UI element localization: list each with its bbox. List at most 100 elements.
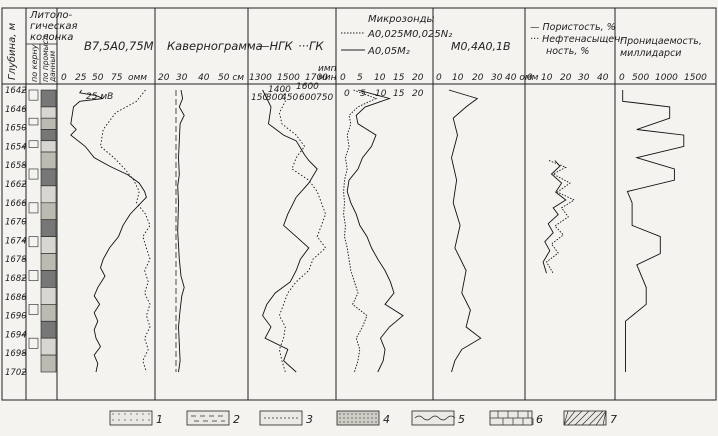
svg-text:300: 300 bbox=[266, 93, 283, 103]
svg-text:1700: 1700 bbox=[305, 73, 328, 83]
litho-layer bbox=[40, 168, 57, 187]
legend-swatch-4 bbox=[336, 410, 380, 426]
svg-text:15: 15 bbox=[393, 73, 405, 83]
svg-text:0: 0 bbox=[619, 73, 625, 83]
depth-label: 1646 bbox=[5, 105, 27, 115]
svg-text:40: 40 bbox=[198, 73, 210, 83]
svg-text:5: 5 bbox=[357, 73, 363, 83]
litho-layer bbox=[40, 320, 57, 339]
ngk-top-1600: 1600 bbox=[296, 82, 319, 92]
litho-layer bbox=[40, 185, 57, 204]
litho-layer bbox=[40, 140, 57, 153]
m04-curve bbox=[448, 89, 482, 373]
svg-text:1000: 1000 bbox=[655, 73, 678, 83]
ngk-header: —НГК bbox=[258, 39, 294, 53]
core-layer bbox=[28, 117, 39, 126]
m04-header: M0,4A0,1B bbox=[451, 40, 511, 53]
svg-text:0: 0 bbox=[340, 73, 346, 83]
perm-curve bbox=[622, 90, 685, 372]
litho-layer bbox=[40, 117, 57, 130]
depth-label: 1658 bbox=[5, 161, 27, 171]
litho-title-1: Литоло- bbox=[29, 10, 72, 21]
sheet-frame bbox=[1, 7, 717, 401]
core-layer bbox=[28, 168, 39, 180]
svg-text:20: 20 bbox=[412, 73, 424, 83]
litho-layer bbox=[40, 106, 57, 119]
svg-text:0: 0 bbox=[61, 73, 67, 83]
legend-label-2: 2 bbox=[233, 413, 240, 426]
svg-text:750: 750 bbox=[316, 93, 333, 103]
micro-b-header: A0,05M₂ bbox=[367, 46, 410, 57]
svg-text:40 омм: 40 омм bbox=[505, 73, 539, 83]
svg-text:0: 0 bbox=[436, 73, 442, 83]
column-separators bbox=[25, 8, 616, 400]
svg-text:10: 10 bbox=[541, 73, 553, 83]
svg-text:30: 30 bbox=[176, 73, 188, 83]
lithology-column bbox=[28, 89, 57, 373]
caliper-header: Кавернограмма bbox=[167, 39, 263, 53]
core-layer bbox=[28, 304, 39, 315]
litho-title-2: гическая bbox=[30, 21, 78, 32]
depth-label: 1698 bbox=[5, 349, 27, 359]
core-layer bbox=[28, 236, 39, 248]
legend-label-3: 3 bbox=[306, 413, 313, 426]
gk-curve bbox=[278, 89, 327, 373]
depth-label: 1694 bbox=[5, 330, 27, 340]
ngk-top-1400: 1400 bbox=[268, 85, 291, 95]
resist-header: B7,5A0,75M bbox=[84, 39, 154, 53]
legend-label-1: 1 bbox=[156, 413, 163, 426]
perm-scale: 0 500 1000 1500 bbox=[619, 73, 707, 83]
svg-text:150: 150 bbox=[251, 93, 268, 103]
svg-text:1500: 1500 bbox=[277, 73, 300, 83]
depth-label: 1678 bbox=[5, 255, 27, 265]
litho-layer bbox=[40, 337, 57, 356]
svg-text:30: 30 bbox=[491, 73, 503, 83]
micro_b-curve bbox=[346, 89, 404, 373]
depth-label: 1702 bbox=[5, 368, 27, 378]
svg-text:0: 0 bbox=[527, 73, 533, 83]
core-layer bbox=[28, 140, 39, 148]
resist-scale: 0 25 50 75 омм bbox=[61, 73, 147, 83]
micro-top-scale: 0 5 10 15 20 bbox=[344, 89, 424, 99]
legend-label-5: 5 bbox=[458, 413, 465, 426]
depth-label: 1674 bbox=[5, 236, 27, 246]
micro-header: Микрозонды bbox=[368, 14, 435, 25]
oilsat-curve bbox=[545, 160, 576, 274]
core-layer bbox=[28, 337, 39, 349]
oilsat-header-1: ··· Нефтенасыщен- bbox=[530, 34, 624, 45]
legend: 1 2 3 4 5 6 7 bbox=[109, 410, 617, 426]
svg-text:450: 450 bbox=[281, 93, 298, 103]
svg-text:1500: 1500 bbox=[684, 73, 707, 83]
litho-layer bbox=[40, 129, 57, 142]
core-layer bbox=[28, 202, 39, 214]
m04-scale: 0 10 20 30 40 омм bbox=[436, 73, 539, 83]
svg-text:10: 10 bbox=[452, 73, 464, 83]
svg-text:500: 500 bbox=[632, 73, 649, 83]
svg-text:25: 25 bbox=[75, 73, 87, 83]
depth-label: 1670 bbox=[5, 218, 27, 228]
resist_dot-curve bbox=[100, 89, 151, 373]
legend-swatch-2 bbox=[186, 410, 230, 426]
porosity-curve bbox=[542, 160, 567, 274]
svg-text:50 см: 50 см bbox=[218, 73, 244, 83]
svg-text:20: 20 bbox=[560, 73, 572, 83]
svg-text:мин: мин bbox=[318, 73, 337, 83]
litho-layer bbox=[40, 287, 57, 305]
litho-layer bbox=[40, 253, 57, 271]
svg-text:0: 0 bbox=[344, 89, 350, 99]
resist-curve bbox=[70, 89, 147, 373]
litho-layer bbox=[40, 202, 57, 221]
svg-text:1300: 1300 bbox=[249, 73, 272, 83]
caliper-curve bbox=[177, 89, 185, 373]
depth-labels: 1642 1646 1650 1654 1658 1662 1666 1670 1674 1678… bbox=[5, 86, 27, 378]
litho-layer bbox=[40, 354, 57, 373]
legend-label-4: 4 bbox=[383, 413, 390, 426]
legend-swatch-7 bbox=[563, 410, 607, 426]
gk-header: ···ГК bbox=[298, 39, 324, 53]
depth-label: 1662 bbox=[5, 180, 27, 190]
svg-text:50: 50 bbox=[92, 73, 104, 83]
svg-text:20: 20 bbox=[472, 73, 484, 83]
litho-layer bbox=[40, 89, 57, 108]
depth-label: 1642 bbox=[5, 86, 27, 96]
